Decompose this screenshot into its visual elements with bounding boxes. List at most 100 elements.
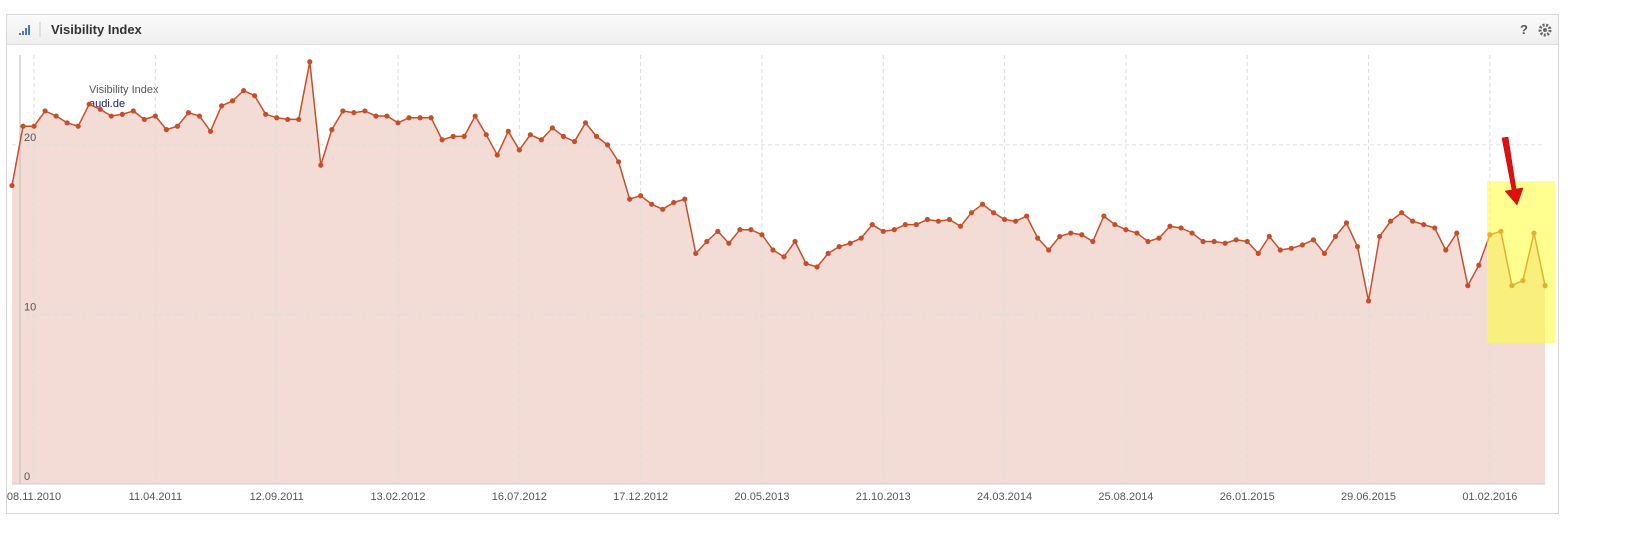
- point: [296, 116, 302, 123]
- point: [1343, 220, 1350, 226]
- point: [604, 142, 611, 148]
- point: [1112, 221, 1118, 228]
- point: [119, 111, 125, 117]
- point: [825, 250, 831, 256]
- point: [196, 113, 203, 119]
- point: [1354, 244, 1361, 250]
- y-tick-label: 10: [24, 301, 36, 313]
- point: [274, 115, 280, 121]
- point: [1376, 233, 1383, 240]
- highlight: [1487, 181, 1555, 343]
- point: [263, 111, 269, 117]
- y-tick-label: 20: [24, 132, 36, 144]
- point: [990, 210, 997, 216]
- x-tick-label: 12.09.2011: [250, 491, 304, 503]
- point: [935, 218, 942, 224]
- point: [351, 110, 357, 116]
- point: [1068, 230, 1074, 236]
- point: [1387, 218, 1394, 224]
- legend-title: Visibility Index: [89, 84, 159, 96]
- point: [759, 232, 765, 238]
- point: [924, 216, 930, 223]
- point: [781, 254, 787, 260]
- point: [450, 133, 456, 139]
- point: [1134, 230, 1140, 236]
- widget: Visibility Index ?: [6, 14, 1559, 514]
- point: [1156, 235, 1162, 241]
- point: [1266, 233, 1272, 240]
- x-tick-label: 08.11.2010: [7, 491, 61, 503]
- point: [792, 238, 798, 245]
- point: [704, 238, 710, 245]
- x-tick-label: 26.01.2015: [1220, 491, 1275, 503]
- point: [31, 123, 37, 129]
- point: [1101, 213, 1107, 219]
- point: [241, 88, 247, 94]
- point: [97, 106, 103, 112]
- point: [42, 108, 48, 114]
- point: [671, 199, 677, 206]
- point: [439, 137, 445, 143]
- point: [1365, 298, 1372, 304]
- help-button[interactable]: ?: [1520, 22, 1528, 37]
- point: [516, 147, 522, 153]
- point: [1035, 235, 1041, 241]
- point: [737, 227, 743, 233]
- legend-entry: audi.de: [89, 98, 125, 110]
- point: [1200, 238, 1206, 245]
- point: [1222, 240, 1228, 246]
- point: [847, 240, 853, 246]
- point: [163, 127, 170, 133]
- point: [979, 201, 986, 207]
- point: [428, 115, 434, 121]
- point: [362, 108, 368, 114]
- y-tick-label: 0: [24, 471, 30, 483]
- point: [726, 240, 732, 246]
- point: [649, 201, 655, 207]
- point: [1178, 225, 1184, 231]
- point: [174, 123, 181, 129]
- point: [560, 133, 567, 139]
- point: [152, 113, 158, 119]
- x-tick-label: 20.05.2013: [734, 491, 789, 503]
- point: [494, 152, 500, 158]
- point: [483, 132, 489, 138]
- point: [1310, 237, 1316, 243]
- point: [968, 210, 975, 216]
- point: [1167, 223, 1173, 229]
- point: [902, 221, 908, 228]
- point: [660, 206, 666, 212]
- point: [9, 182, 15, 189]
- point: [1399, 210, 1405, 216]
- point: [538, 137, 544, 143]
- arrow: [1501, 136, 1524, 206]
- point: [185, 110, 192, 116]
- point: [891, 227, 897, 233]
- point: [1189, 230, 1195, 236]
- x-tick-label: 25.08.2014: [1098, 491, 1153, 503]
- point: [1001, 216, 1008, 223]
- point: [957, 223, 964, 229]
- point: [1255, 250, 1261, 256]
- point: [207, 128, 214, 134]
- point: [1244, 238, 1250, 245]
- x-tick-label: 17.12.2012: [613, 491, 668, 503]
- x-tick-label: 13.02.2012: [370, 491, 425, 503]
- point: [1299, 242, 1305, 248]
- point: [869, 221, 875, 228]
- point: [582, 120, 589, 126]
- point: [527, 132, 533, 138]
- point: [682, 196, 688, 202]
- point: [1013, 218, 1019, 224]
- point: [1476, 262, 1482, 268]
- point: [748, 227, 754, 233]
- point: [285, 116, 291, 123]
- point: [913, 221, 919, 228]
- settings-button[interactable]: [1538, 23, 1552, 37]
- point: [1432, 225, 1438, 231]
- widget-header: Visibility Index ?: [7, 15, 1558, 45]
- point: [229, 98, 236, 104]
- point: [593, 133, 600, 139]
- point: [1421, 221, 1427, 228]
